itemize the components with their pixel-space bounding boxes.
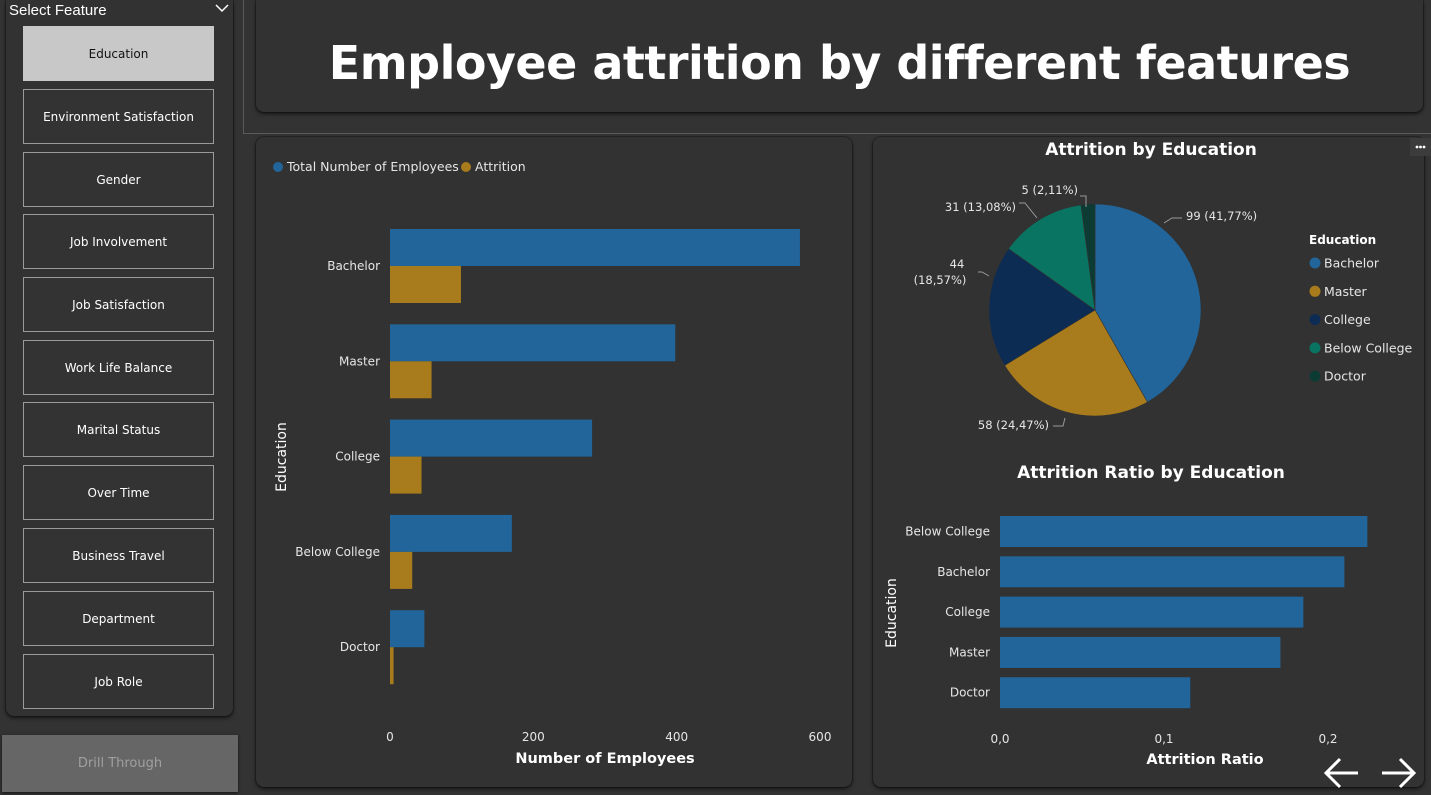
ratio-category-label: Below College [905,525,990,539]
feature-button[interactable]: Job Involvement [23,214,214,269]
pie-data-label: (18,57%) [914,273,967,287]
feature-button[interactable]: Gender [23,152,214,207]
feature-button[interactable]: Marital Status [23,402,214,457]
back-arrow-icon[interactable] [1323,757,1358,789]
bar-total-bachelor [390,229,800,266]
pie-legend-marker [1309,342,1321,354]
feature-slicer: Select Feature Education Environment Sati… [6,0,233,716]
x-axis-title: Number of Employees [515,751,694,767]
pie-legend-label: Master [1324,284,1368,299]
ratio-category-label: College [945,605,990,619]
pie-leader-line [978,271,990,277]
bar-total-master [390,324,676,362]
x-tick-label: 0 [386,730,394,744]
y-axis-title: Education [274,422,290,492]
x-tick-label: 200 [522,730,545,744]
bar-total-college [390,419,593,457]
ratio-bar-below-college [1000,516,1368,547]
ratio-bar-college [1000,596,1304,628]
page-navigation [1323,757,1417,789]
pie-data-label: 99 (41,77%) [1186,209,1257,223]
title-frame [243,0,1431,134]
pie-legend-label: Bachelor [1324,256,1380,271]
ratio-title: Attrition Ratio by Education [1017,463,1285,483]
ratio-category-label: Doctor [950,686,990,700]
pie-slice-bachelor [1094,203,1202,403]
x-tick-label: 600 [809,730,832,744]
pie-data-label: 44 [950,257,965,271]
ratio-y-axis-title: Education [884,578,900,648]
pie-title: Attrition by Education [1045,140,1257,160]
legend-marker-total [273,162,283,172]
bar-attrition-doctor [390,647,394,685]
pie-slice-college [988,248,1096,366]
pie-legend-marker [1309,285,1321,297]
slicer-title: Select Feature [9,2,107,19]
feature-button[interactable]: Environment Satisfaction [23,89,214,144]
feature-button[interactable]: Department [23,591,214,646]
feature-button[interactable]: Education [23,26,214,81]
ratio-x-tick-label: 0,2 [1318,732,1337,746]
ratio-category-label: Master [949,645,990,659]
pie-slice-below-college [1008,204,1096,311]
pie-legend-marker [1309,370,1321,382]
pie-legend-label: College [1324,312,1371,327]
page-title: Employee attrition by different features [328,36,1351,90]
pie-leader-line [1019,202,1038,219]
feature-button[interactable]: Job Satisfaction [23,277,214,332]
legend-marker-attrition [461,162,471,172]
forward-arrow-icon[interactable] [1382,757,1417,789]
legend-label-total: Total Number of Employees [286,159,459,174]
feature-button[interactable]: Job Role [23,654,214,709]
chevron-down-icon[interactable] [214,1,230,15]
bar-total-below-college [390,514,512,552]
bar-attrition-below-college [390,551,413,589]
ratio-bar-bachelor [1000,556,1345,588]
drill-through-button[interactable]: Drill Through [2,735,238,792]
ratio-x-tick-label: 0,1 [1154,732,1173,746]
ratio-x-tick-label: 0,0 [990,732,1009,746]
pie-legend-marker [1309,257,1321,269]
category-label: Doctor [340,640,380,654]
ratio-bar-master [1000,636,1281,668]
category-label: Below College [295,545,380,559]
employees-by-education-card: Total Number of Employees Attrition Bachel… [256,137,852,787]
ratio-category-label: Bachelor [937,565,990,579]
legend-label-attrition: Attrition [475,159,526,174]
pie-data-label: 31 (13,08%) [945,200,1016,214]
pie-slice-doctor [1080,203,1096,311]
bar-attrition-bachelor [390,266,461,303]
pie-leader-line [1053,417,1066,427]
pie-legend-title: Education [1309,233,1376,247]
pie-data-label: 58 (24,47%) [978,418,1049,432]
more-options-icon[interactable] [1410,138,1431,156]
pie-legend-label: Doctor [1324,369,1367,384]
ratio-bar-doctor [1000,677,1191,709]
pie-slice-master [1004,309,1148,417]
bar-attrition-college [390,456,422,494]
feature-button[interactable]: Work Life Balance [23,340,214,395]
category-label: Master [339,354,380,368]
bar-total-doctor [390,610,425,648]
employees-bar-chart[interactable]: Total Number of Employees Attrition Bachel… [256,137,852,787]
pie-legend-label: Below College [1324,340,1413,355]
pie-data-label: 5 (2,11%) [1022,183,1078,197]
bar-attrition-master [390,361,432,399]
attrition-charts[interactable]: Attrition by Education 99 (41,77%) 58 (24,… [873,137,1424,787]
pie-legend-marker [1309,314,1321,326]
title-card: Employee attrition by different features [256,0,1423,112]
attrition-charts-card: Attrition by Education 99 (41,77%) 58 (24,… [873,137,1424,787]
feature-button[interactable]: Business Travel [23,528,214,583]
category-label: College [335,450,380,464]
pie-leader-line [1080,195,1087,207]
pie-leader-line [1163,217,1182,224]
category-label: Bachelor [327,259,380,273]
x-tick-label: 400 [665,730,688,744]
ratio-x-axis-title: Attrition Ratio [1146,752,1263,768]
feature-button[interactable]: Over Time [23,465,214,520]
